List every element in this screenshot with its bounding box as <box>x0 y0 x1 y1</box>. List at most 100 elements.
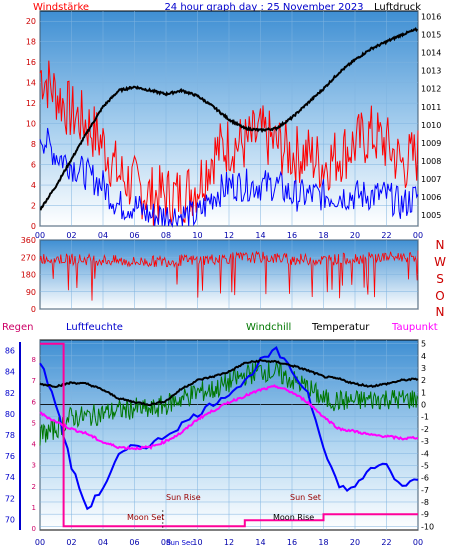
bottom-right-tick-label: -7 <box>421 486 429 495</box>
bottom-right-tick-label: 3 <box>421 364 426 373</box>
top-left-tick-label: 18 <box>26 38 36 47</box>
bottom-right-tick-label: 2 <box>421 376 426 385</box>
bottom-right-tick-label: -3 <box>421 437 429 446</box>
bottom-left-tick-label: 82 <box>5 389 15 398</box>
bottom-left-tick-label: 78 <box>5 431 15 440</box>
rain-tick-label: 2 <box>32 483 36 491</box>
direction-n-bottom: N <box>436 305 445 319</box>
bottom-x-tick-label: 20 <box>350 538 360 547</box>
bottom-x-tick-label: 00 <box>413 538 423 547</box>
label-windchill: Windchill <box>246 322 291 333</box>
rain-line <box>40 342 418 528</box>
direction-s: S <box>436 272 444 286</box>
windchill-line <box>39 361 419 446</box>
middle-axis-labels: 0 90 180 270 360 <box>21 236 36 314</box>
rain-tick-label: 4 <box>32 441 37 449</box>
sun-sec-label: Sun Sec <box>166 539 194 547</box>
top-right-tick-label: 1007 <box>421 175 441 184</box>
top-x-tick-label: 16 <box>287 231 297 240</box>
bottom-right-tick-label: 0 <box>421 401 426 410</box>
bottom-left-tick-label: 72 <box>5 494 15 503</box>
bottom-left-tick-label: 70 <box>5 515 15 524</box>
top-x-tick-label: 04 <box>98 231 108 240</box>
top-x-tick-label: 08 <box>161 231 171 240</box>
top-x-tick-label: 10 <box>192 231 202 240</box>
bottom-right-tick-label: -4 <box>421 449 429 458</box>
label-temperatur: Temperatur <box>311 322 370 333</box>
middle-series <box>39 250 419 301</box>
bottom-right-tick-label: -6 <box>421 474 429 483</box>
bottom-x-tick-label: 00 <box>35 538 45 547</box>
wind-direction-line <box>39 250 419 301</box>
center-title: 24 hour graph day : 25 November 2023 <box>164 2 363 13</box>
top-right-tick-label: 1013 <box>421 67 441 76</box>
top-left-tick-label: 12 <box>26 99 36 108</box>
top-right-tick-label: 1011 <box>421 103 441 112</box>
bottom-x-tick-label: 16 <box>287 538 297 547</box>
bottom-x-tick-label: 04 <box>98 538 108 547</box>
wind-speed-line <box>39 127 419 228</box>
top-left-tick-label: 8 <box>31 140 36 149</box>
bottom-right-tick-label: -8 <box>421 498 429 507</box>
rain-tick-label: 0 <box>32 525 36 533</box>
rain-tick-label: 5 <box>32 419 36 427</box>
moon-rise-label: Moon Rise <box>273 513 314 522</box>
bottom-x-tick-label: 12 <box>224 538 234 547</box>
wind-gust-line <box>39 60 419 226</box>
direction-w: W <box>434 255 446 269</box>
bottom-right-tick-label: -2 <box>421 425 429 434</box>
top-right-tick-label: 1008 <box>421 157 441 166</box>
bottom-right-tick-label: -5 <box>421 461 429 470</box>
bottom-left-tick-label: 86 <box>5 347 15 356</box>
temperature-line <box>39 358 419 407</box>
bottom-x-tick-label: 14 <box>255 538 265 547</box>
top-left-tick-label: 4 <box>31 181 36 190</box>
middle-left-tick-label: 90 <box>26 288 36 297</box>
right-title: Luftdruck <box>374 2 421 13</box>
top-left-tick-label: 0 <box>31 222 36 231</box>
middle-left-tick-label: 270 <box>21 253 36 262</box>
bottom-right-tick-label: 4 <box>421 352 426 361</box>
moon-set-label-1: Moon Set <box>127 513 164 522</box>
top-x-tick-label: 02 <box>66 231 76 240</box>
bottom-left-tick-label: 80 <box>5 410 15 419</box>
top-x-tick-label: 14 <box>255 231 265 240</box>
pressure-line <box>39 27 419 211</box>
top-x-tick-label: 00 <box>35 231 45 240</box>
rain-tick-label: 8 <box>32 356 36 364</box>
bottom-x-tick-label: 10 <box>192 538 202 547</box>
top-x-tick-label: 12 <box>224 231 234 240</box>
top-series <box>39 27 419 228</box>
left-title: Windstärke <box>33 2 89 13</box>
label-luftfeuchte: Luftfeuchte <box>66 322 123 333</box>
bottom-series <box>39 342 419 530</box>
bottom-right-tick-label: -9 <box>421 510 429 519</box>
top-right-tick-label: 1014 <box>421 49 441 58</box>
top-right-tick-label: 1012 <box>421 85 441 94</box>
bottom-x-tick-label: 22 <box>381 538 391 547</box>
top-left-tick-label: 6 <box>31 161 36 170</box>
rain-tick-label: 7 <box>32 377 36 385</box>
middle-left-tick-label: 180 <box>21 271 36 280</box>
top-x-tick-label: 22 <box>381 231 391 240</box>
bottom-left-tick-label: 74 <box>5 473 15 482</box>
top-left-tick-label: 20 <box>26 17 36 26</box>
humidity-line <box>39 346 419 511</box>
bottom-right-tick-label: -1 <box>421 413 429 422</box>
bottom-right-tick-label: -10 <box>421 522 434 531</box>
top-right-tick-label: 1005 <box>421 211 441 220</box>
top-x-tick-label: 20 <box>350 231 360 240</box>
bottom-right-tick-label: 5 <box>421 340 426 349</box>
top-x-tick-label: 06 <box>129 231 139 240</box>
top-left-tick-label: 14 <box>26 79 36 88</box>
top-right-tick-label: 1015 <box>421 30 441 39</box>
direction-o: O <box>435 289 444 303</box>
bottom-x-tick-label: 18 <box>318 538 328 547</box>
top-left-tick-label: 2 <box>31 202 36 211</box>
bottom-x-tick-label: 06 <box>129 538 139 547</box>
top-right-tick-label: 1016 <box>421 12 441 21</box>
top-right-tick-label: 1010 <box>421 121 441 130</box>
direction-n-top: N <box>436 238 445 252</box>
top-left-tick-label: 16 <box>26 58 36 67</box>
